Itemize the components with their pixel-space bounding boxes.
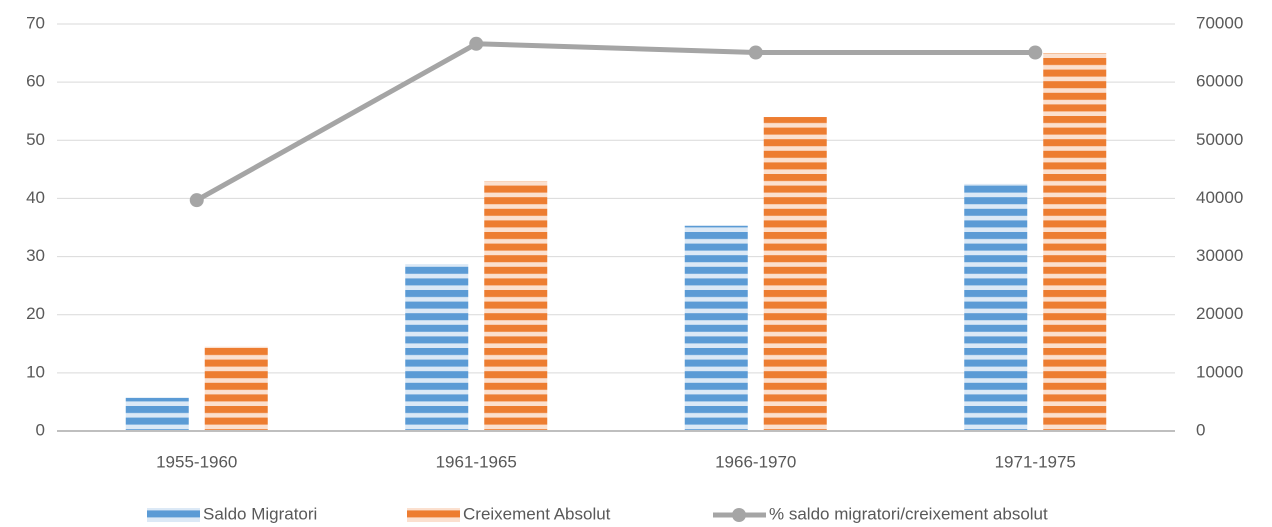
x-tick-label: 1966-1970 bbox=[715, 452, 796, 471]
y2-tick-label: 50000 bbox=[1196, 130, 1243, 149]
bar bbox=[763, 117, 827, 432]
x-tick-label: 1971-1975 bbox=[995, 452, 1076, 471]
y2-tick-label: 30000 bbox=[1196, 246, 1243, 265]
line-marker bbox=[1028, 45, 1043, 60]
line-marker bbox=[469, 36, 484, 51]
legend-swatch bbox=[407, 508, 460, 522]
bar bbox=[204, 346, 268, 431]
x-tick-label: 1961-1965 bbox=[436, 452, 517, 471]
legend-marker bbox=[732, 508, 746, 522]
legend-swatch bbox=[147, 508, 200, 522]
line bbox=[195, 41, 1036, 203]
y-tick-label: 10 bbox=[26, 362, 45, 381]
legend-label: Saldo Migratori bbox=[203, 504, 317, 523]
legend-label: Creixement Absolut bbox=[463, 504, 611, 523]
bar bbox=[125, 397, 189, 431]
y2-tick-label: 0 bbox=[1196, 420, 1205, 439]
y2-tick-label: 10000 bbox=[1196, 362, 1243, 381]
y2-tick-label: 70000 bbox=[1196, 13, 1243, 32]
y-tick-label: 0 bbox=[36, 420, 45, 439]
y-tick-label: 50 bbox=[26, 130, 45, 149]
y2-tick-label: 20000 bbox=[1196, 304, 1243, 323]
bar bbox=[405, 264, 469, 431]
y2-tick-label: 60000 bbox=[1196, 72, 1243, 91]
y-tick-label: 60 bbox=[26, 72, 45, 91]
x-tick-label: 1955-1960 bbox=[156, 452, 237, 471]
bar bbox=[484, 180, 548, 431]
bar bbox=[964, 183, 1028, 431]
y-tick-label: 20 bbox=[26, 304, 45, 323]
line-marker bbox=[189, 193, 204, 208]
bar bbox=[684, 225, 748, 431]
y2-tick-label: 40000 bbox=[1196, 188, 1243, 207]
legend-label: % saldo migratori/creixement absolut bbox=[769, 504, 1048, 523]
line-marker bbox=[748, 45, 763, 60]
y-tick-label: 40 bbox=[26, 188, 45, 207]
bar bbox=[1043, 53, 1107, 431]
y-tick-label: 70 bbox=[26, 13, 45, 32]
y-tick-label: 30 bbox=[26, 246, 45, 265]
